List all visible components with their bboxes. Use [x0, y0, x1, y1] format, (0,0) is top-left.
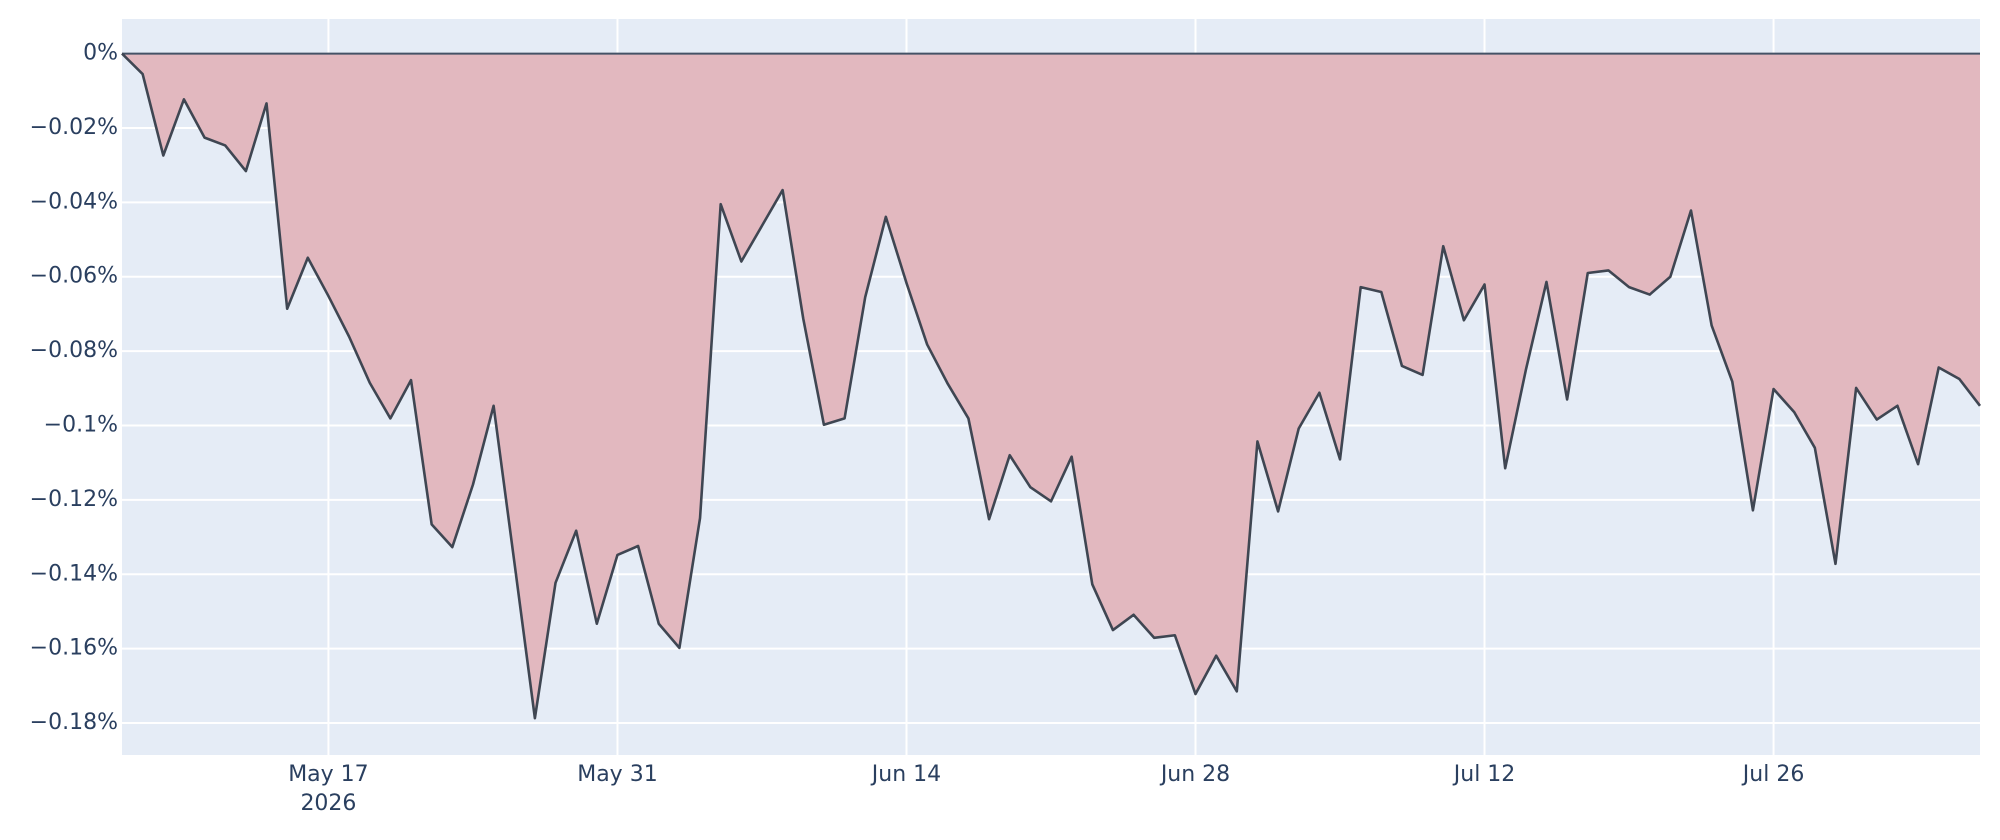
y-tick-label: −0.02% — [30, 115, 118, 140]
x-tick-label: May 17 — [288, 762, 368, 787]
drawdown-line — [121, 52, 1982, 720]
y-tick-label: −0.12% — [30, 487, 118, 512]
x-year-label: 2026 — [300, 791, 356, 816]
y-tick-label: −0.16% — [30, 636, 118, 661]
x-tick-label: Jul 12 — [1452, 762, 1516, 787]
y-tick-label: −0.14% — [30, 561, 118, 586]
x-tick-label: Jul 26 — [1741, 762, 1805, 787]
x-tick-label: May 31 — [577, 762, 657, 787]
drawdown-area — [122, 53, 1980, 719]
y-tick-label: −0.1% — [44, 412, 118, 437]
x-tick-label: Jun 14 — [870, 762, 941, 787]
y-tick-label: −0.18% — [30, 710, 118, 735]
y-tick-label: −0.04% — [30, 189, 118, 214]
y-tick-label: 0% — [83, 41, 118, 66]
x-tick-label: Jun 28 — [1159, 762, 1230, 787]
y-tick-label: −0.06% — [30, 264, 118, 289]
y-tick-label: −0.08% — [30, 338, 118, 363]
